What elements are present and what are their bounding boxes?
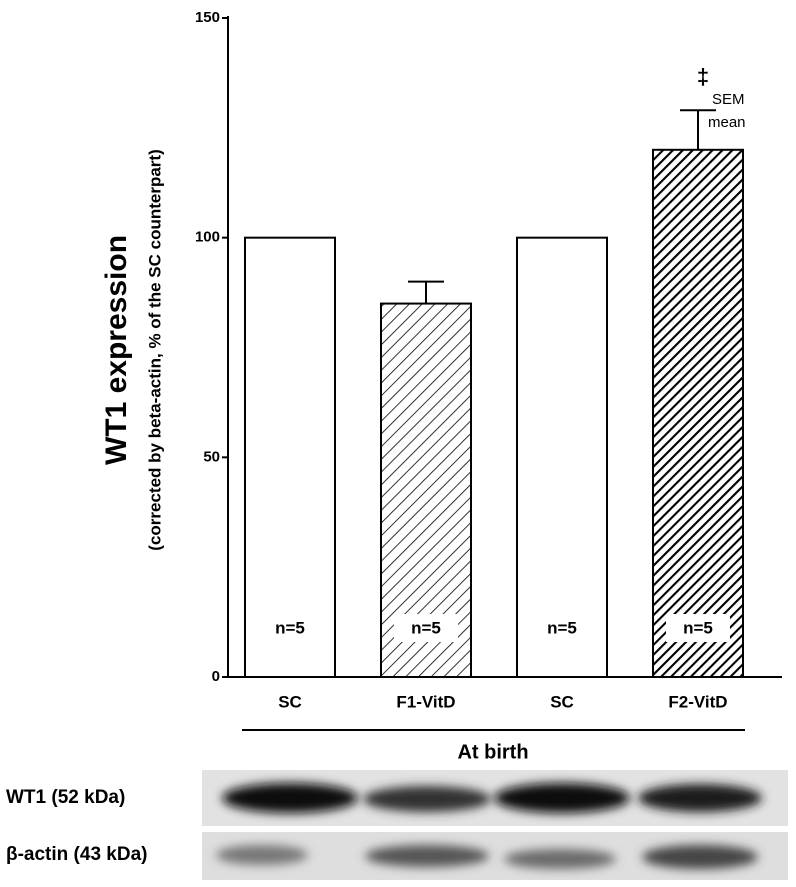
mean-label: mean bbox=[708, 114, 746, 131]
blot bbox=[202, 770, 788, 880]
y-axis-subtitle: (corrected by beta-actin, % of the SC co… bbox=[145, 149, 164, 550]
error-bar bbox=[408, 280, 444, 304]
x-tick-label: SC bbox=[278, 692, 302, 711]
significance-mark: ‡ bbox=[697, 64, 709, 89]
x-tick-label: SC bbox=[550, 692, 574, 711]
x-tick-label: F1-VitD bbox=[396, 692, 455, 711]
n-label: n=5 bbox=[683, 618, 713, 637]
x-tick-label: F2-VitD bbox=[668, 692, 727, 711]
n-label: n=5 bbox=[547, 618, 577, 637]
n-label-box bbox=[666, 614, 730, 642]
blot-label: β-actin (43 kDa) bbox=[6, 844, 147, 865]
n-label-box bbox=[258, 614, 322, 642]
sem-label: SEM bbox=[712, 91, 745, 108]
y-tick-label: 50 bbox=[203, 448, 220, 465]
y-tick-label: 150 bbox=[195, 9, 220, 26]
n-label-box bbox=[394, 614, 458, 642]
bar bbox=[652, 148, 744, 679]
y-axis-title: WT1 expression bbox=[100, 235, 133, 465]
n-label-box bbox=[530, 614, 594, 642]
n-label: n=5 bbox=[275, 618, 305, 637]
bar bbox=[244, 236, 336, 679]
n-label: n=5 bbox=[411, 618, 441, 637]
y-tick-label: 100 bbox=[195, 229, 220, 246]
group-label: At birth bbox=[457, 741, 528, 763]
y-tick-label: 0 bbox=[212, 668, 220, 685]
blot-label: WT1 (52 kDa) bbox=[6, 787, 125, 808]
error-bar bbox=[680, 109, 716, 150]
bar bbox=[516, 236, 608, 679]
